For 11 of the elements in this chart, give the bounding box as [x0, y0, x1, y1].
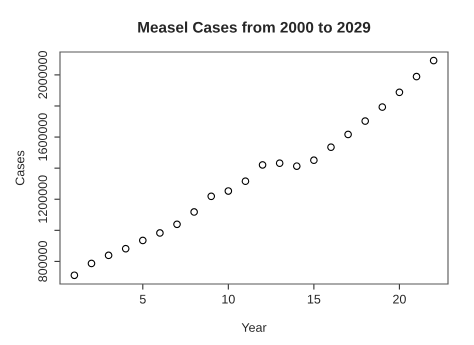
y-tick-label: 1200000	[38, 175, 48, 223]
x-tick-label: 15	[308, 294, 320, 304]
y-tick-label: 2000000	[38, 51, 48, 99]
chart-title: Measel Cases from 2000 to 2029	[138, 21, 370, 33]
y-tick-label: 1600000	[38, 113, 48, 160]
x-axis-title: Year	[242, 323, 266, 332]
y-axis-title: Cases	[16, 150, 24, 186]
y-tick-label: 800000	[38, 241, 48, 282]
x-tick-label: 20	[393, 294, 406, 304]
x-tick-label: 10	[222, 294, 235, 304]
x-tick-label: 5	[140, 294, 146, 304]
